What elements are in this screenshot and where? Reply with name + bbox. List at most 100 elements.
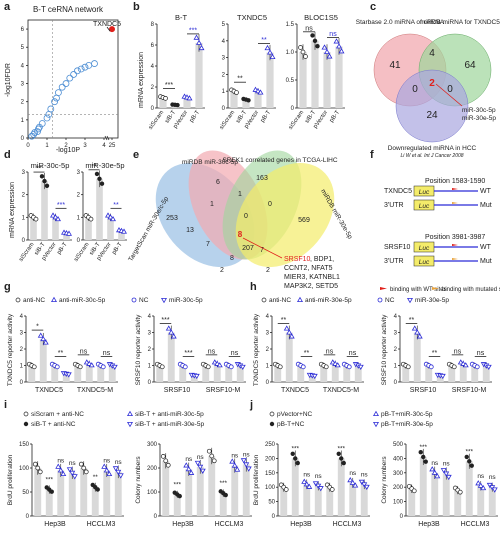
panel-j-sig-label: ns [361, 471, 369, 478]
panel-g-group-label: TXNDC5-M [77, 387, 113, 394]
panel-b-bloc1s5-datapoint [324, 48, 330, 54]
panel-i-brdu-datapoint [49, 489, 54, 494]
panel-j-brdu-datapoint [301, 478, 308, 484]
panel-h-srsf10-sig-label: ** [409, 317, 415, 324]
panel-i-group-label: Hep3B [172, 521, 194, 528]
panel-g-legend-label: anti-NC [23, 297, 45, 304]
panel-a-ytick-label: 6 [21, 27, 25, 33]
panel-j-brdu-datapoint [306, 483, 313, 489]
panel-d-mir-30e-5p-datapoint [121, 228, 127, 234]
panel-j-colony-datapoint [457, 489, 463, 495]
panel-b-bloc1s5-datapoint [338, 48, 345, 54]
panel-j-ylabel: Colony numbers [381, 456, 388, 504]
panel-a-point [47, 105, 55, 113]
panel-c-arrow-label: miR-30c-5p [462, 107, 496, 114]
panel-i-sig-label: ns [103, 457, 111, 464]
panel-g-srsf10-sig-label: ns [208, 348, 216, 355]
panel-i-brdu-datapoint [60, 470, 67, 477]
panel-b-txndc5-bar [266, 52, 274, 108]
panel-i-colony-datapoint [185, 465, 192, 472]
panel-h-legend-marker [261, 297, 267, 303]
panel-g-txndc5-datapoint [54, 364, 60, 370]
panel-i-colony-bar [162, 460, 170, 516]
panel-h-srsf10-bar [448, 365, 456, 382]
panel-g-legend-label: miR-30c-5p [169, 297, 203, 304]
panel-i-legend-marker [127, 422, 133, 428]
panel-e-count: 1 [238, 191, 242, 198]
panel-j-brdu-bar [360, 484, 368, 516]
panel-a-ytick-label: 4 [21, 63, 25, 69]
panel-f-wt: WT [480, 188, 492, 195]
panel-i-colony-datapoint [240, 458, 247, 464]
panel-j-brdu-ytick-label: 200 [265, 456, 276, 462]
panel-i-colony-datapoint [243, 462, 250, 468]
panel-i-brdu-bar [34, 468, 42, 516]
panel-i-sig-label: ns [243, 451, 251, 458]
panel-b-b-t-ytick-label: 6 [151, 43, 155, 49]
panel-b-bloc1s5-bar [323, 52, 331, 108]
panel-j-colony-datapoint [423, 459, 428, 464]
panel-e-center-count: 8 [238, 230, 243, 239]
panel-i-brdu-datapoint [69, 470, 76, 477]
panel-g-group-label: TXNDC5 [35, 387, 63, 394]
panel-i-colony-datapoint [160, 454, 166, 459]
panel-g-srsf10-bar [179, 365, 187, 382]
panel-d-mir-30c-5p-xlabel: siScram [18, 242, 35, 263]
panel-h-srsf10-ytick-label: 1 [394, 364, 398, 370]
panel-j-brdu-bar [303, 484, 311, 516]
panel-b-bloc1s5-bar [335, 46, 343, 108]
panel-h-txndc5-sig-label: ns [326, 348, 334, 355]
panel-h-srsf10-datapoint [411, 325, 418, 331]
panel-h-group-label: SRSF10 [410, 387, 437, 394]
panel-i-colony-bar [196, 466, 204, 516]
panel-g-txndc5-bar [74, 365, 82, 382]
panel-c-count: 41 [389, 60, 401, 71]
panel-a-ytick-label: 3 [21, 82, 25, 88]
panel-b-txndc5-datapoint [269, 53, 276, 59]
panel-g-group-label: SRSF10-M [206, 387, 241, 394]
panel-h-srsf10-bar [459, 363, 467, 382]
panel-j-colony-datapoint [434, 473, 441, 479]
panel-e-count: 253 [166, 215, 178, 222]
panel-j-colony-datapoint [440, 468, 447, 474]
panel-g-srsf10-sig-label: *** [184, 350, 192, 357]
panel-b-bloc1s5-datapoint [315, 43, 320, 49]
panel-b-b-t-datapoint [186, 95, 193, 101]
panel-g-txndc5-bar [85, 363, 93, 382]
panel-i-brdu-datapoint [35, 465, 41, 471]
panel-d-mir-30e-5p-datapoint [107, 214, 114, 220]
panel-e-count: 2 [266, 267, 270, 274]
panel-letter-j: j [249, 399, 253, 411]
panel-j-legend-label: pVector+NC [277, 411, 313, 418]
panel-d-mir-30e-5p-title: miR-30e-5p [85, 161, 124, 170]
panel-e-count: 0 [268, 201, 272, 208]
panel-i-brdu-datapoint [106, 470, 113, 477]
panel-b-txndc5-ytick-label: 3 [222, 56, 226, 62]
panel-i-colony-datapoint [188, 469, 195, 475]
panel-g-legend-marker [15, 297, 21, 303]
panel-c-arrow [435, 83, 463, 107]
panel-j-brdu-bar [291, 458, 299, 516]
panel-a-xtick-label: 3 [83, 143, 87, 149]
panel-a-point [38, 120, 46, 127]
panel-g-srsf10-ytick-label: 3 [148, 331, 152, 337]
panel-j-sig-label: *** [419, 444, 427, 451]
panel-a-point [31, 129, 39, 136]
panel-f-legend-mut-icon [432, 287, 439, 290]
panel-g-legend-marker [51, 296, 57, 302]
panel-a-axis-break [106, 135, 110, 141]
panel-g-txndc5-bar [51, 365, 59, 382]
panel-i-brdu-datapoint [101, 463, 108, 469]
panel-g-txndc5-bar [39, 339, 47, 382]
panel-i-brdu-datapoint [95, 487, 100, 492]
panel-j-brdu-datapoint [317, 486, 324, 492]
panel-j-ylabel: BrdU proliferation [253, 454, 260, 505]
panel-letter-f: f [370, 149, 374, 161]
panel-b-b-t-datapoint [196, 39, 202, 45]
panel-d-mir-30c-5p-bar [30, 217, 37, 240]
panel-j-brdu-datapoint [329, 487, 335, 492]
panel-h-txndc5-bar [308, 375, 316, 382]
panel-d-mir-30c-5p-datapoint [39, 174, 45, 179]
panel-c-label-starbase: Starbase 2.0 miRNA of ceRNA [356, 19, 445, 26]
panel-j-sig-label: ns [477, 473, 485, 480]
